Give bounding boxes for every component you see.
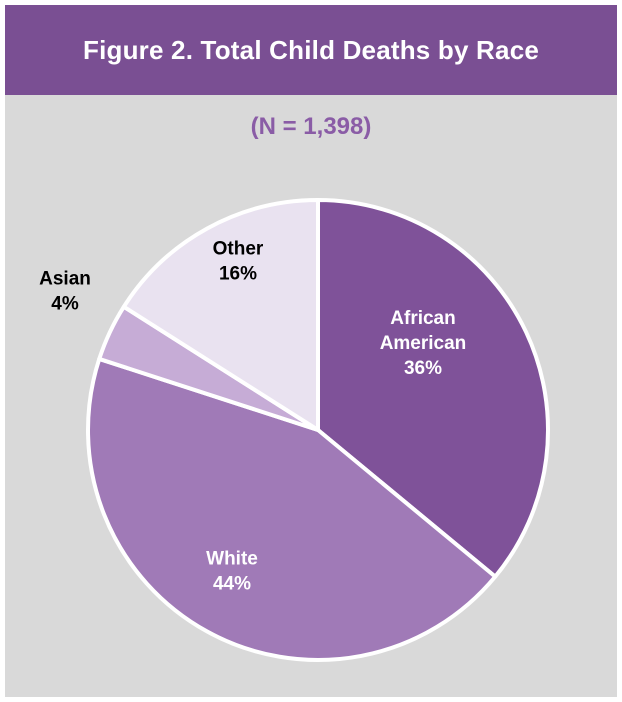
pie-label-name: White [206, 549, 258, 570]
pie-slice-african-american [316, 198, 550, 579]
pie-label-name: Other [213, 239, 264, 260]
chart-title: Figure 2. Total Child Deaths by Race [82, 34, 540, 65]
pie-label-white: White 44% [206, 549, 258, 595]
pie-label-name: African [390, 308, 455, 329]
pie-label-african-american: African American 36% [380, 308, 467, 379]
pie-label-name: American [380, 333, 467, 354]
pie-label-value: 16% [219, 264, 257, 285]
pie-slice-white [86, 356, 498, 662]
pie-labels: African American 36% White 44% Asian 4% Other 16… [39, 239, 466, 595]
pie-label-value: 44% [213, 574, 251, 595]
pie-label-other: Other 16% [213, 239, 264, 285]
pie-slices [86, 198, 550, 662]
pie-label-value: 36% [404, 358, 442, 379]
figure-header: Figure 2. Total Child Deaths by Race [5, 5, 617, 95]
pie-label-value: 4% [51, 294, 79, 315]
pie-label-name: Asian [39, 269, 91, 290]
pie-label-asian: Asian 4% [39, 269, 91, 315]
chart-subtitle: (N = 1,398) [250, 113, 372, 140]
pie-slice-other [121, 198, 320, 432]
